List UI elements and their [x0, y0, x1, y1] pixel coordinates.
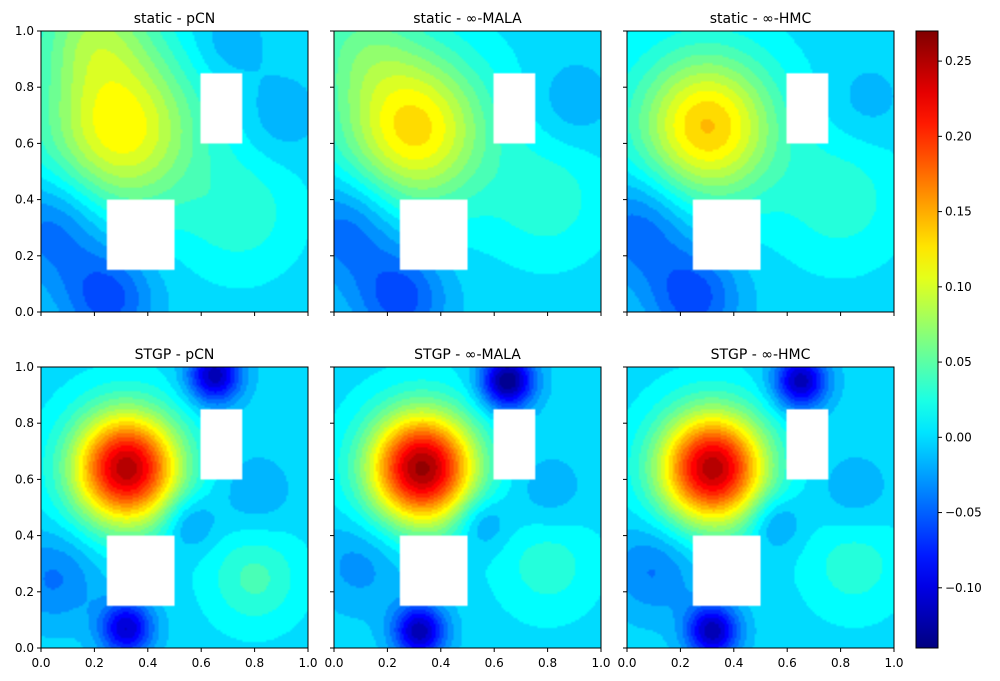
axes-frame — [626, 366, 895, 649]
x-tick-label: 0.0 — [617, 656, 636, 670]
y-tick-label: 0.4 — [15, 193, 34, 207]
x-tick-label: 1.0 — [884, 656, 903, 670]
axes-frame — [40, 30, 309, 313]
contour-fill — [41, 31, 308, 312]
y-tick-label: 0.6 — [15, 136, 34, 150]
contour-fill — [627, 31, 894, 312]
contour-fill — [334, 367, 601, 648]
colorbar-gradient — [915, 30, 939, 649]
panel-6: STGP - ∞-HMC 0.0 0.2 0.4 0.6 0.8 1.0 — [617, 347, 903, 670]
x-tick-label: 0.2 — [378, 656, 397, 670]
colorbar-tick-label: −0.05 — [945, 506, 982, 520]
colorbar-tick-label: 0.05 — [945, 355, 972, 369]
colorbar-tick-label: 0.20 — [945, 129, 972, 143]
colorbar-tick-label: 0.15 — [945, 205, 972, 219]
x-tick-label: 0.6 — [778, 656, 797, 670]
x-tick-label: 0.4 — [138, 656, 157, 670]
x-tick-label: 0.8 — [538, 656, 557, 670]
colorbar-tick-label: 0.10 — [945, 280, 972, 294]
y-tick-label: 0.8 — [15, 80, 34, 94]
x-tick-label: 0.8 — [831, 656, 850, 670]
x-tick-label: 1.0 — [591, 656, 610, 670]
y-tick-label: 1.0 — [15, 360, 34, 374]
axes-frame — [333, 30, 602, 313]
panel-5: STGP - ∞-MALA 0.0 0.2 0.4 0.6 0.8 1.0 — [324, 347, 610, 670]
x-tick-label: 1.0 — [298, 656, 317, 670]
x-tick-label: 0.6 — [485, 656, 504, 670]
colorbar-tick-label: 0.00 — [945, 430, 972, 444]
contour-fill — [334, 31, 601, 312]
axes-frame — [626, 30, 895, 313]
y-tick-label: 1.0 — [15, 24, 34, 38]
panel-3: static - ∞-HMC — [623, 11, 895, 316]
x-tick-label: 0.4 — [431, 656, 450, 670]
contour-fill — [627, 367, 894, 648]
colorbar: −0.10 −0.05 0.00 0.05 0.10 0.15 0.20 0.25 — [915, 30, 982, 649]
y-tick-label: 0.6 — [15, 472, 34, 486]
x-tick-label: 0.0 — [31, 656, 50, 670]
panel-1: static - pCN 0.0 0.2 0.4 0.6 0.8 1.0 — [15, 11, 309, 319]
panel-2: static - ∞-MALA — [330, 11, 602, 316]
y-tick-label: 0.0 — [15, 305, 34, 319]
panel-title: static - ∞-HMC — [710, 11, 812, 27]
y-tick-label: 0.0 — [15, 641, 34, 655]
y-tick-label: 0.4 — [15, 529, 34, 543]
panel-title: STGP - pCN — [135, 347, 215, 363]
panel-4: STGP - pCN 0.0 0.2 0.4 0.6 0.8 1.0 0.0 0.2 0.4 0.6… — [15, 347, 318, 670]
x-tick-label: 0.4 — [724, 656, 743, 670]
contour-fill — [41, 367, 308, 648]
x-tick-label: 0.2 — [85, 656, 104, 670]
axes-frame — [333, 366, 602, 649]
colorbar-tick-label: −0.10 — [945, 581, 982, 595]
x-tick-label: 0.6 — [192, 656, 211, 670]
x-tick-label: 0.0 — [324, 656, 343, 670]
x-tick-label: 0.2 — [671, 656, 690, 670]
colorbar-tick-label: 0.25 — [945, 54, 972, 68]
panel-title: static - ∞-MALA — [413, 11, 522, 27]
panels-layer: static - pCN 0.0 0.2 0.4 0.6 0.8 1.0 static - ∞… — [15, 11, 904, 670]
panel-title: STGP - ∞-MALA — [414, 347, 521, 363]
axes-frame — [40, 366, 309, 649]
x-tick-label: 0.8 — [245, 656, 264, 670]
panel-title: STGP - ∞-HMC — [711, 347, 811, 363]
y-tick-label: 0.8 — [15, 416, 34, 430]
y-tick-label: 0.2 — [15, 249, 34, 263]
panel-title: static - pCN — [134, 11, 216, 27]
y-tick-label: 0.2 — [15, 585, 34, 599]
